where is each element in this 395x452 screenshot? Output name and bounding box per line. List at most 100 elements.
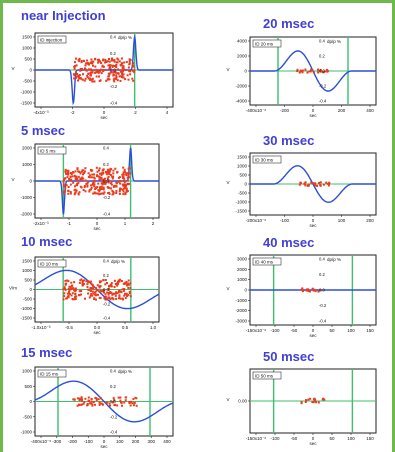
particle-point xyxy=(313,182,316,185)
particle-point xyxy=(63,292,66,295)
particle-point xyxy=(125,396,128,399)
particle-point xyxy=(79,68,82,70)
y-tick-label: -1000 xyxy=(20,306,32,311)
particle-point xyxy=(91,62,94,65)
particle-point xyxy=(104,295,107,298)
particle-point xyxy=(90,289,92,292)
particle-point xyxy=(95,397,98,400)
x-tick-label: -50 xyxy=(291,436,298,441)
dp-axis-label: dp/p % xyxy=(111,259,125,264)
particle-point xyxy=(111,66,114,69)
particle-point xyxy=(301,290,304,293)
particle-point xyxy=(94,71,97,74)
particle-point xyxy=(90,398,93,401)
particle-point xyxy=(118,294,121,297)
particle-point xyxy=(64,170,67,173)
particle-point xyxy=(118,280,121,283)
particle-point xyxy=(77,175,80,178)
dp-axis-label: dp/p % xyxy=(118,35,132,40)
particle-point xyxy=(89,77,91,80)
particle-point xyxy=(104,181,107,184)
field-waveform xyxy=(250,50,376,92)
particle-point xyxy=(305,289,308,292)
particle-point xyxy=(91,284,94,286)
particle-point xyxy=(72,181,75,184)
particle-point xyxy=(128,182,131,185)
particle-point xyxy=(102,403,104,406)
particle-point xyxy=(71,292,74,295)
particle-point xyxy=(80,177,83,180)
particle-point xyxy=(96,70,99,73)
particle-point xyxy=(97,71,100,74)
particle-point xyxy=(127,69,130,72)
particle-point xyxy=(96,186,99,189)
particle-point xyxy=(128,401,131,403)
particle-point xyxy=(85,280,88,283)
particle-point xyxy=(83,185,86,187)
x-tick-label: 1 xyxy=(124,221,127,226)
particle-point xyxy=(90,400,93,403)
particle-point xyxy=(110,187,112,190)
x-tick-label: 100 xyxy=(116,439,124,444)
particle-point xyxy=(301,287,304,290)
particle-point xyxy=(75,76,78,79)
particle-point xyxy=(131,402,134,405)
particle-point xyxy=(311,287,314,290)
particle-point xyxy=(97,189,100,192)
particle-point xyxy=(113,399,116,401)
particle-point xyxy=(75,57,77,60)
particle-point xyxy=(114,294,117,297)
particle-point xyxy=(129,295,132,298)
particle-point xyxy=(100,188,103,190)
y-tick-label: 0.00 xyxy=(238,399,247,404)
particle-point xyxy=(132,62,135,65)
particle-point xyxy=(312,71,315,74)
particle-point xyxy=(93,179,96,182)
y-tick-label: -500 xyxy=(23,297,33,302)
chart-40-msec: ID 40 ms -150x10⁻⁶ -100 -50 0 50 100 150 sec 3000… xyxy=(226,254,377,338)
particle-point xyxy=(87,77,90,80)
particle-point xyxy=(92,285,95,288)
particle-point xyxy=(317,68,319,71)
particle-point xyxy=(78,171,81,173)
particle-point xyxy=(124,69,127,72)
particle-point xyxy=(78,77,81,80)
particle-point xyxy=(111,57,113,60)
particle-point xyxy=(86,62,89,65)
legend-box xyxy=(252,371,282,380)
particle-point xyxy=(96,175,98,178)
particle-point xyxy=(97,175,100,178)
particle-point xyxy=(95,192,98,195)
dp-tick-label: 0.4 xyxy=(103,146,109,151)
chart-30-msec: ID 30 ms-200x10⁻⁶ -100 0 100 200sec150010005… xyxy=(226,152,377,228)
particle-point xyxy=(304,68,307,71)
particle-point xyxy=(127,78,130,81)
legend: ID 30 ms xyxy=(252,155,282,164)
particle-point xyxy=(67,287,70,290)
particle-point xyxy=(107,192,110,194)
particle-point xyxy=(317,71,320,74)
particle-point xyxy=(113,292,116,295)
particle-point xyxy=(85,183,88,185)
particle-point xyxy=(122,190,125,193)
particle-point xyxy=(91,69,94,72)
particle-point xyxy=(97,169,100,172)
y-tick-label: 0 xyxy=(29,68,32,73)
particle-point xyxy=(107,64,110,67)
particle-point xyxy=(78,403,80,406)
x-tick-label: -200 xyxy=(68,439,78,444)
particle-point xyxy=(325,181,328,184)
x-tick-label: -100 xyxy=(280,218,290,223)
x-tick-label: -2x10⁻³ xyxy=(33,221,49,226)
particle-point xyxy=(82,169,85,172)
particle-point xyxy=(83,401,86,403)
y-tick-label: 4000 xyxy=(237,39,248,44)
particle-point xyxy=(89,294,92,297)
particle-point xyxy=(79,178,82,181)
particle-point xyxy=(307,398,310,401)
particle-point xyxy=(110,282,113,285)
particle-point xyxy=(112,191,115,194)
particle-point xyxy=(88,189,91,192)
particle-point xyxy=(103,297,106,300)
particle-point xyxy=(90,58,93,61)
